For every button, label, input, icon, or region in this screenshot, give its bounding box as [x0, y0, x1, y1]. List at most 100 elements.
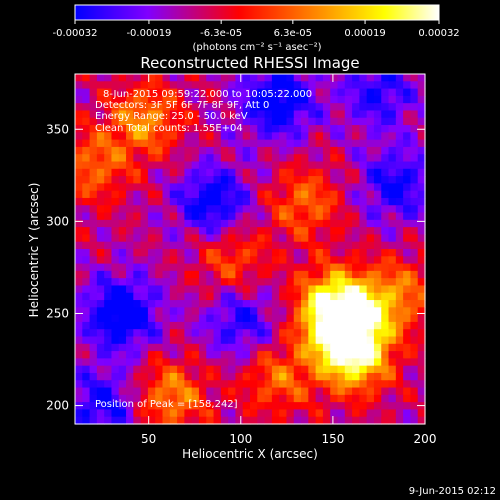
- heatmap-cell: [417, 263, 426, 272]
- heatmap-cell: [301, 278, 309, 287]
- heatmap-cell: [147, 81, 156, 90]
- heatmap-cell: [235, 394, 244, 403]
- heatmap-cell: [250, 329, 258, 338]
- heatmap-cell: [213, 351, 222, 359]
- heatmap-cell: [293, 285, 302, 294]
- heatmap-cell: [315, 117, 324, 126]
- heatmap-cell: [111, 212, 120, 221]
- heatmap-cell: [191, 351, 200, 359]
- heatmap-cell: [301, 197, 309, 206]
- heatmap-cell: [191, 154, 200, 163]
- heatmap-cell: [337, 270, 346, 279]
- heatmap-cell: [96, 190, 105, 199]
- heatmap-cell: [381, 329, 390, 338]
- heatmap-cell: [198, 351, 207, 359]
- heatmap-cell: [111, 205, 120, 214]
- heatmap-cell: [337, 343, 346, 352]
- heatmap-cell: [388, 387, 397, 396]
- heatmap-cell: [177, 285, 185, 294]
- heatmap-cell: [235, 241, 244, 250]
- heatmap-cell: [315, 88, 324, 97]
- heatmap-cell: [118, 307, 127, 316]
- heatmap-cell: [184, 205, 193, 214]
- heatmap-cell: [242, 278, 251, 287]
- heatmap-cell: [191, 190, 200, 199]
- heatmap-cell: [82, 409, 91, 418]
- heatmap-cell: [403, 358, 412, 367]
- heatmap-cell: [75, 103, 83, 112]
- heatmap-cell: [89, 365, 98, 374]
- heatmap-cell: [133, 336, 142, 345]
- heatmap-cell: [352, 300, 360, 308]
- heatmap-cell: [381, 125, 390, 133]
- heatmap-cell: [410, 394, 419, 403]
- heatmap-cell: [104, 74, 113, 82]
- heatmap-cell: [344, 139, 353, 148]
- heatmap-cell: [96, 183, 105, 192]
- heatmap-cell: [133, 380, 142, 389]
- heatmap-cell: [366, 307, 375, 316]
- heatmap-cell: [111, 190, 120, 199]
- heatmap-cell: [235, 234, 244, 243]
- heatmap-cell: [104, 409, 113, 418]
- heatmap-cell: [271, 416, 280, 425]
- heatmap-cell: [169, 343, 178, 352]
- heatmap-cell: [213, 270, 222, 279]
- heatmap-cell: [213, 219, 222, 228]
- heatmap-cell: [111, 249, 120, 257]
- heatmap-cell: [191, 103, 200, 112]
- heatmap-cell: [279, 168, 288, 177]
- heatmap-cell: [293, 176, 302, 184]
- heatmap-cell: [198, 270, 207, 279]
- heatmap-cell: [235, 125, 244, 133]
- heatmap-cell: [293, 263, 302, 272]
- heatmap-cell: [337, 329, 346, 338]
- heatmap-cell: [126, 132, 134, 141]
- heatmap-cell: [322, 416, 331, 425]
- heatmap-cell: [344, 81, 353, 90]
- heatmap-cell: [75, 329, 83, 338]
- heatmap-cell: [330, 81, 339, 90]
- heatmap-cell: [242, 168, 251, 177]
- heatmap-cell: [417, 176, 426, 184]
- heatmap-cell: [330, 168, 339, 177]
- heatmap-cell: [213, 285, 222, 294]
- heatmap-cell: [147, 292, 156, 301]
- heatmap-cell: [89, 314, 98, 323]
- heatmap-cell: [322, 329, 331, 338]
- heatmap-cell: [315, 336, 324, 345]
- heatmap-cell: [359, 234, 368, 243]
- heatmap-cell: [89, 161, 98, 170]
- heatmap-cell: [373, 394, 382, 403]
- heatmap-cell: [104, 402, 113, 411]
- heatmap-cell: [118, 314, 127, 323]
- heatmap-cell: [118, 103, 127, 112]
- heatmap-cell: [111, 372, 120, 381]
- heatmap-cell: [308, 146, 317, 155]
- heatmap-cell: [286, 74, 295, 82]
- heatmap-cell: [359, 351, 368, 359]
- heatmap-cell: [89, 146, 98, 155]
- heatmap-cell: [213, 256, 222, 265]
- heatmap-cell: [293, 103, 302, 112]
- heatmap-cell: [337, 263, 346, 272]
- heatmap-cell: [308, 110, 317, 119]
- heatmap-cell: [220, 125, 229, 133]
- heatmap-cell: [315, 227, 324, 236]
- heatmap-cell: [315, 270, 324, 279]
- heatmap-cell: [111, 219, 120, 228]
- heatmap-cell: [213, 154, 222, 163]
- heatmap-cell: [395, 365, 404, 374]
- heatmap-cell: [82, 117, 91, 126]
- heatmap-cell: [220, 139, 229, 148]
- heatmap-cell: [344, 387, 353, 396]
- heatmap-cell: [169, 197, 178, 206]
- heatmap-cell: [257, 314, 266, 323]
- heatmap-cell: [322, 365, 331, 374]
- heatmap-cell: [403, 117, 412, 126]
- heatmap-cell: [417, 285, 426, 294]
- heatmap-cell: [337, 241, 346, 250]
- heatmap-cell: [264, 256, 273, 265]
- heatmap-cell: [322, 74, 331, 82]
- heatmap-cell: [89, 212, 98, 221]
